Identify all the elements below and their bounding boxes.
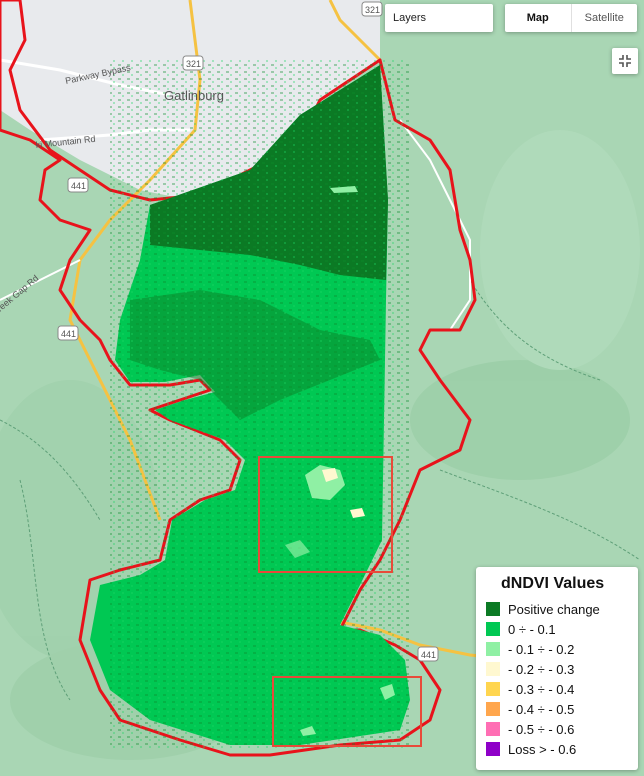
legend-label: - 0.1 ÷ - 0.2 xyxy=(508,641,575,657)
highlight-box-upper xyxy=(258,456,393,573)
legend-list: Positive change 0 ÷ - 0.1 - 0.1 ÷ - 0.2 - 0… xyxy=(486,599,628,759)
legend-item: - 0.1 ÷ - 0.2 xyxy=(486,639,628,659)
map-type-satellite-button[interactable]: Satellite xyxy=(584,12,624,24)
route-shield-321-top: 321 xyxy=(361,1,383,17)
streams xyxy=(0,279,641,701)
fullscreen-button[interactable] xyxy=(612,48,638,74)
highlight-box-lower xyxy=(272,676,422,747)
legend-label: - 0.2 ÷ - 0.3 xyxy=(508,661,575,677)
fullscreen-icon xyxy=(619,55,631,67)
legend-label: Loss > - 0.6 xyxy=(508,741,577,757)
legend-item: - 0.4 ÷ - 0.5 xyxy=(486,699,628,719)
legend-swatch xyxy=(486,642,500,656)
svg-text:321: 321 xyxy=(186,59,201,69)
legend-panel: dNDVI Values Positive change 0 ÷ - 0.1 - 0… xyxy=(476,567,638,770)
legend-item: - 0.3 ÷ - 0.4 xyxy=(486,679,628,699)
raster-cream-patches xyxy=(322,468,365,518)
legend-item: - 0.2 ÷ - 0.3 xyxy=(486,659,628,679)
layers-button[interactable]: Layers xyxy=(385,4,493,32)
legend-label: - 0.3 ÷ - 0.4 xyxy=(508,681,575,697)
map-type-map-button[interactable]: Map xyxy=(505,4,572,32)
route-shield-441-north: 441 xyxy=(67,177,89,193)
raster-texture xyxy=(110,60,410,750)
svg-text:441: 441 xyxy=(61,329,76,339)
legend-label: Positive change xyxy=(508,601,600,617)
route-shield-441-east: 441 xyxy=(417,646,439,662)
svg-text:441: 441 xyxy=(71,181,86,191)
legend-item: - 0.5 ÷ - 0.6 xyxy=(486,719,628,739)
route-shield-321-town: 321 xyxy=(182,55,204,71)
legend-swatch xyxy=(486,662,500,676)
legend-swatch xyxy=(486,742,500,756)
map-type-control: Map Satellite xyxy=(505,4,637,32)
legend-label: - 0.5 ÷ - 0.6 xyxy=(508,721,575,737)
legend-swatch xyxy=(486,622,500,636)
dndvi-raster xyxy=(90,60,410,750)
legend-swatch xyxy=(486,682,500,696)
route-shield-441-west: 441 xyxy=(57,325,79,341)
legend-item: Positive change xyxy=(486,599,628,619)
legend-swatch xyxy=(486,722,500,736)
legend-item: 0 ÷ - 0.1 xyxy=(486,619,628,639)
legend-title: dNDVI Values xyxy=(501,575,605,592)
svg-text:321: 321 xyxy=(365,5,380,15)
legend-label: - 0.4 ÷ - 0.5 xyxy=(508,701,575,717)
layers-label: Layers xyxy=(393,12,427,24)
svg-text:441: 441 xyxy=(421,650,436,660)
legend-swatch xyxy=(486,602,500,616)
legend-swatch xyxy=(486,702,500,716)
legend-label: 0 ÷ - 0.1 xyxy=(508,621,556,637)
town-label: Gatlinburg xyxy=(164,88,224,103)
legend-item: Loss > - 0.6 xyxy=(486,739,628,759)
